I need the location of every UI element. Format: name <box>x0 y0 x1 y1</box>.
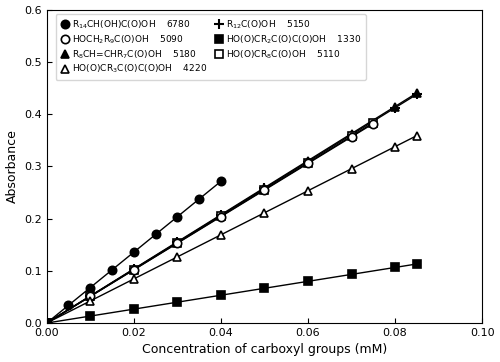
X-axis label: Concentration of carboxyl groups (mM): Concentration of carboxyl groups (mM) <box>142 344 387 357</box>
Legend: R$_{14}$CH(OH)C(O)OH    6780, HOCH$_2$R$_9$C(O)OH    5090, R$_8$CH=CHR$_7$C(O)OH: R$_{14}$CH(OH)C(O)OH 6780, HOCH$_2$R$_9$… <box>56 14 366 80</box>
Y-axis label: Absorbance: Absorbance <box>6 129 18 203</box>
